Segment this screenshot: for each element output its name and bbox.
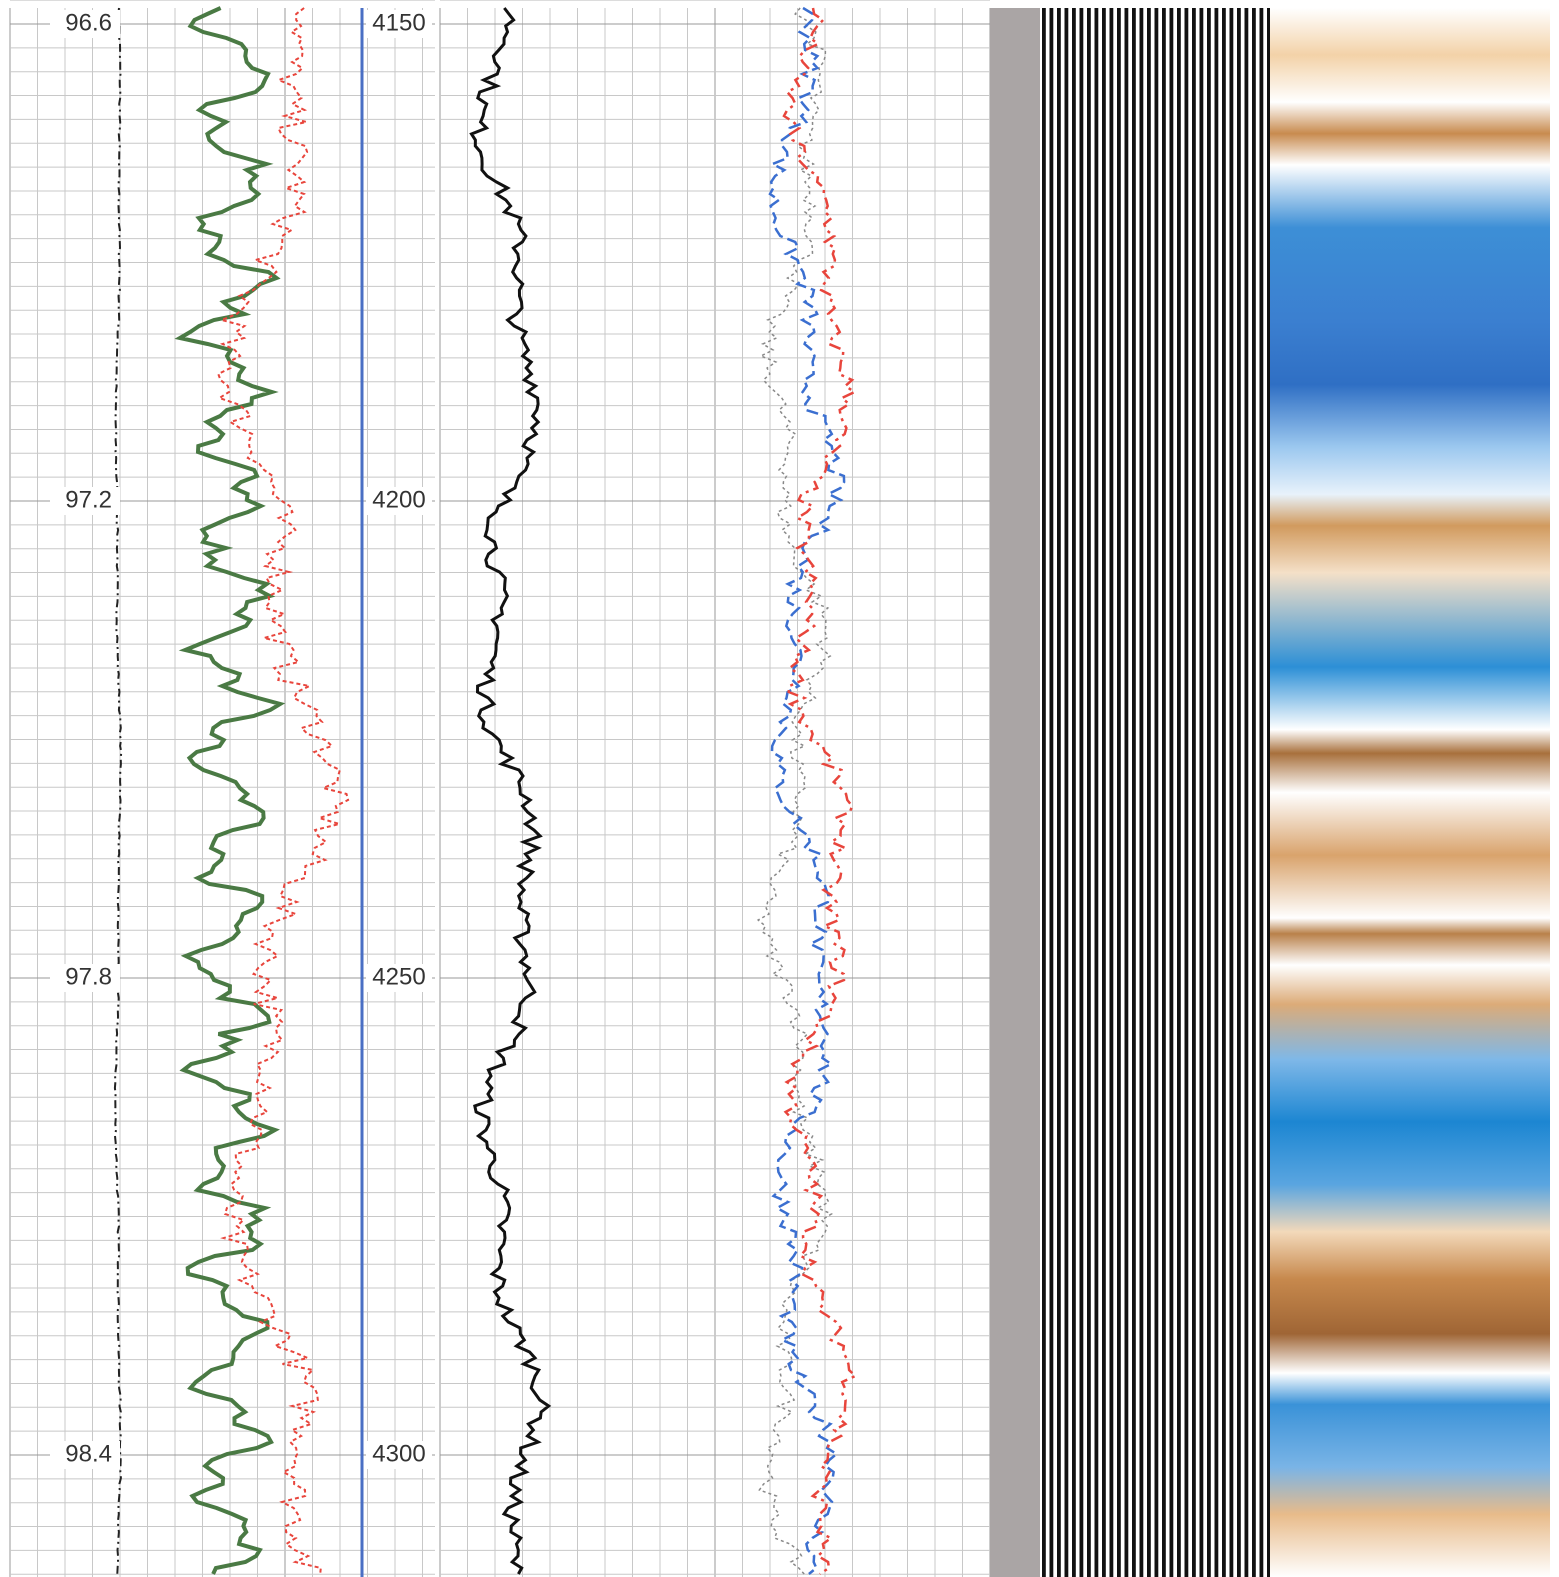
stripe bbox=[1214, 8, 1219, 1577]
label-bg bbox=[366, 964, 432, 992]
label-bg bbox=[366, 10, 432, 38]
stripe bbox=[1229, 8, 1234, 1577]
label-bg bbox=[50, 964, 120, 992]
stripe bbox=[1169, 8, 1174, 1577]
log-curve bbox=[782, 7, 858, 1576]
stripe bbox=[1132, 8, 1136, 1577]
gap-strip bbox=[990, 8, 1040, 1577]
scale-label: 96.6 bbox=[65, 9, 112, 36]
stripe bbox=[1094, 8, 1099, 1577]
scale-label: 97.8 bbox=[65, 963, 112, 990]
log-curve bbox=[469, 7, 552, 1575]
log-curve bbox=[174, 6, 286, 1575]
label-bg bbox=[50, 10, 120, 38]
stripe bbox=[1207, 8, 1211, 1577]
log-curve bbox=[217, 7, 350, 1575]
stripe bbox=[1079, 8, 1084, 1577]
log-curve bbox=[768, 6, 846, 1575]
label-bg bbox=[50, 1441, 120, 1469]
depth-label: 4200 bbox=[372, 486, 425, 513]
stripe bbox=[1147, 8, 1151, 1577]
curves bbox=[113, 6, 858, 1576]
stripe bbox=[1057, 8, 1061, 1577]
stripe bbox=[1102, 8, 1106, 1577]
stripe bbox=[1139, 8, 1144, 1577]
stripe bbox=[1109, 8, 1114, 1577]
stripe bbox=[1087, 8, 1091, 1577]
stripe bbox=[1192, 8, 1196, 1577]
stripe bbox=[1237, 8, 1241, 1577]
stripe bbox=[1162, 8, 1166, 1577]
stripe bbox=[1177, 8, 1181, 1577]
stripe bbox=[1154, 8, 1159, 1577]
stripe bbox=[1117, 8, 1121, 1577]
depth-label: 4250 bbox=[372, 963, 425, 990]
stripe bbox=[1064, 8, 1069, 1577]
stripe bbox=[1199, 8, 1204, 1577]
stripe bbox=[1049, 8, 1054, 1577]
label-bg bbox=[366, 487, 432, 515]
color-image-track bbox=[1270, 8, 1550, 1577]
log-curve bbox=[113, 7, 123, 1575]
image-track bbox=[1042, 8, 1271, 1577]
stripe bbox=[1124, 8, 1129, 1577]
labels: 96.6 97.2 97.8 98.4 4150 4200 4250 4300 bbox=[50, 9, 432, 1469]
stripe bbox=[1244, 8, 1249, 1577]
label-bg bbox=[366, 1441, 432, 1469]
scale-label: 98.4 bbox=[65, 1440, 112, 1467]
stripe bbox=[1259, 8, 1264, 1577]
depth-label: 4150 bbox=[372, 9, 425, 36]
depth-label: 4300 bbox=[372, 1440, 425, 1467]
grid bbox=[9, 0, 991, 1577]
label-bg bbox=[50, 487, 120, 515]
stripe bbox=[1252, 8, 1256, 1577]
stripe bbox=[1222, 8, 1226, 1577]
stripe bbox=[1042, 8, 1046, 1577]
stripe bbox=[1184, 8, 1189, 1577]
stripe bbox=[1072, 8, 1076, 1577]
stripe bbox=[1267, 8, 1271, 1577]
scale-label: 97.2 bbox=[65, 486, 112, 513]
